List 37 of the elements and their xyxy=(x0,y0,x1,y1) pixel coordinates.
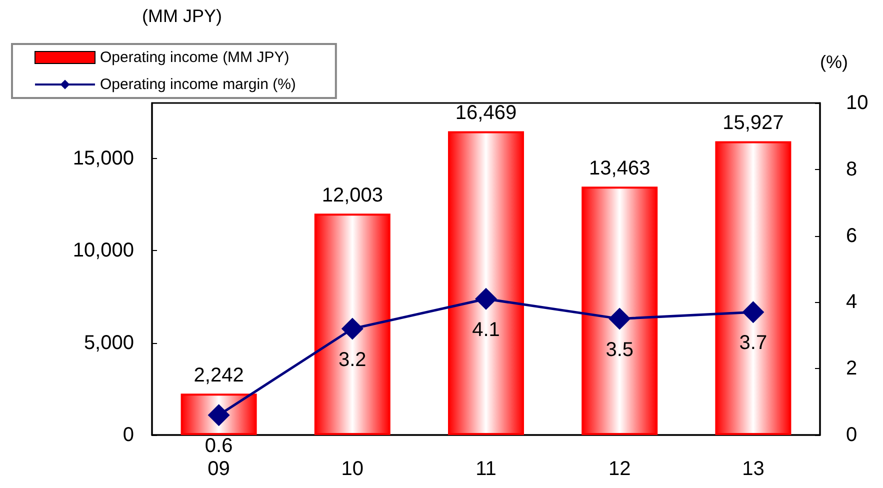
data-label: 0.6 xyxy=(204,435,233,458)
x-tick-label: 10 xyxy=(341,458,364,480)
legend-label: Operating income (MM JPY) xyxy=(100,49,290,66)
point xyxy=(608,308,631,330)
point xyxy=(475,288,497,310)
x-tick-label: 13 xyxy=(742,458,764,480)
x-tick-label: 11 xyxy=(476,458,496,480)
y2-axis-title: (%) xyxy=(820,52,848,72)
y-tick-label: 15,000 xyxy=(72,147,134,170)
y-tick-label: 5,000 xyxy=(84,332,134,354)
y2-tick-label: 10 xyxy=(846,92,868,114)
data-label: 3.2 xyxy=(338,348,366,371)
x-tick-label: 12 xyxy=(608,458,631,480)
data-label: 4.1 xyxy=(472,318,500,341)
y-tick-label: 0 xyxy=(122,424,134,446)
data-label: 13,463 xyxy=(589,158,650,180)
data-label: 15,927 xyxy=(722,112,784,134)
y2-tick-label: 2 xyxy=(846,358,858,380)
x-tick-label: 09 xyxy=(208,458,230,480)
bar xyxy=(448,131,524,435)
point xyxy=(742,301,764,324)
data-label: 2,242 xyxy=(194,364,244,387)
y-axis-title: (MM JPY) xyxy=(142,6,222,26)
point xyxy=(341,318,364,340)
y2-tick-label: 6 xyxy=(846,224,858,247)
data-label: 3.5 xyxy=(606,338,634,361)
data-label: 3.7 xyxy=(739,332,768,354)
data-label: 16,469 xyxy=(455,102,517,124)
bar xyxy=(582,186,658,435)
y2-tick-label: 8 xyxy=(846,158,858,180)
y2-tick-label: 4 xyxy=(846,291,858,314)
data-label: 12,003 xyxy=(322,184,383,207)
y-tick-label: 10,000 xyxy=(72,240,134,262)
bar xyxy=(314,214,390,435)
legend-label: Operating income margin (%) xyxy=(100,76,296,93)
bar xyxy=(715,141,792,435)
y2-tick-label: 0 xyxy=(846,424,858,446)
